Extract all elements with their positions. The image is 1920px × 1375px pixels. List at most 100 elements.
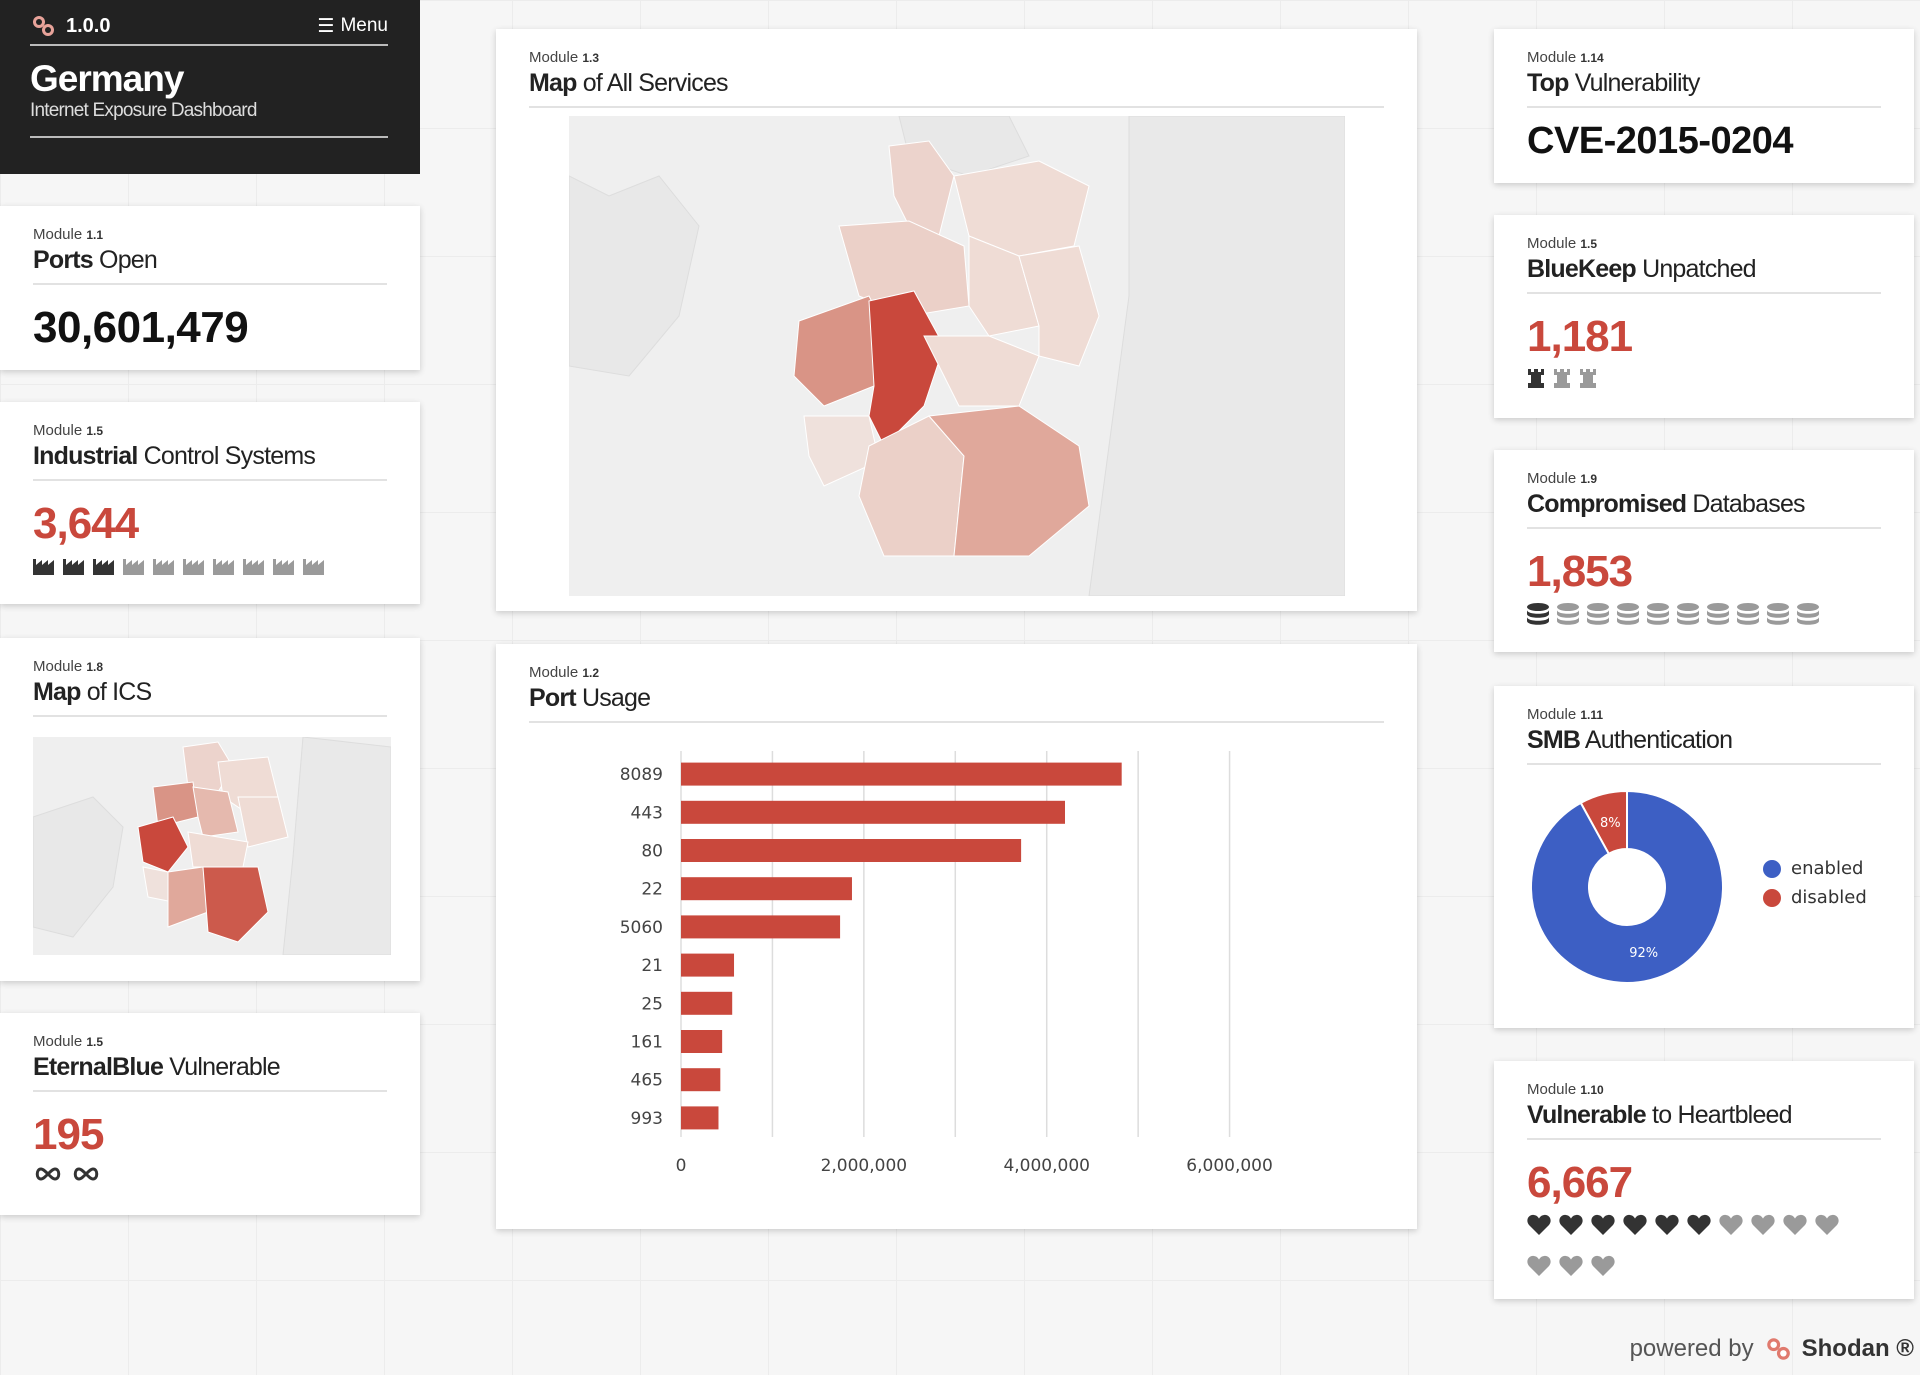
module-number: Module 1.5 [1527, 235, 1598, 252]
infinity-icon [71, 1166, 101, 1187]
heart-icon [1559, 1255, 1583, 1282]
menu-button[interactable]: ☰ Menu [317, 15, 388, 38]
database-icon [1737, 603, 1759, 632]
database-icon [1767, 603, 1789, 632]
shodan-logo-icon [1766, 1338, 1790, 1360]
ics-value: 3,644 [33, 499, 139, 548]
services-map-svg [569, 116, 1345, 596]
bar-port-465[interactable] [681, 1068, 721, 1092]
country-title: Germany [30, 58, 184, 99]
ics-card: Module 1.5 Industrial Control Systems 3,… [0, 402, 420, 604]
factory-icon [183, 555, 205, 580]
factory-icon [93, 555, 115, 580]
databases-icon-row [1527, 603, 1881, 632]
services-map[interactable] [569, 116, 1345, 596]
y-tick-label: 80 [641, 842, 663, 862]
heart-icon [1623, 1214, 1647, 1241]
module-number: Module 1.8 [33, 658, 104, 675]
shodan-logo-icon [33, 16, 54, 36]
factory-icon [153, 555, 175, 580]
slice-enabled[interactable] [1530, 789, 1724, 984]
module-number: Module 1.3 [529, 49, 600, 66]
y-tick-label: 993 [631, 1109, 663, 1129]
module-number: Module 1.11 [1527, 706, 1604, 723]
heart-icon [1655, 1214, 1679, 1241]
bar-port-443[interactable] [681, 800, 1065, 824]
legend-dot [1763, 859, 1781, 878]
bar-port-22[interactable] [681, 877, 852, 901]
top-vuln-value[interactable]: CVE-2015-0204 [1527, 120, 1794, 162]
databases-value: 1,853 [1527, 547, 1633, 596]
factory-icon [63, 555, 85, 580]
bar-port-80[interactable] [681, 839, 1022, 862]
x-tick-label: 4,000,000 [1003, 1156, 1090, 1176]
eternalblue-card: Module 1.5 EternalBlue Vulnerable 195 [0, 1013, 420, 1215]
bar-port-5060[interactable] [681, 915, 841, 939]
factory-icon [243, 555, 265, 580]
heart-icon [1751, 1214, 1775, 1241]
footer: powered by Shodan ® [1630, 1335, 1914, 1363]
y-tick-label: 21 [641, 956, 663, 976]
bar-port-21[interactable] [681, 953, 735, 977]
y-tick-label: 465 [631, 1071, 663, 1091]
legend-item-disabled[interactable]: disabled [1763, 887, 1867, 908]
ports-open-value: 30,601,479 [33, 303, 249, 352]
top-vuln-card: Module 1.14 Top Vulnerability CVE-2015-0… [1494, 29, 1914, 183]
heart-icon [1527, 1255, 1551, 1282]
bar-port-25[interactable] [681, 991, 733, 1015]
y-tick-label: 8089 [620, 765, 663, 785]
heart-icon [1719, 1214, 1743, 1241]
bluekeep-value: 1,181 [1527, 312, 1633, 361]
module-number: Module 1.2 [529, 664, 600, 681]
legend-dot [1763, 888, 1781, 907]
bar-port-8089[interactable] [681, 762, 1122, 786]
ics-icon-row [33, 555, 387, 580]
database-icon [1797, 603, 1819, 632]
module-title: Ports Open [33, 246, 387, 285]
bar-port-161[interactable] [681, 1030, 723, 1053]
eternalblue-icon-row [33, 1166, 387, 1187]
module-number: Module 1.14 [1527, 49, 1604, 66]
factory-icon [303, 555, 325, 580]
menu-label: Menu [340, 15, 388, 36]
eternalblue-value: 195 [33, 1110, 104, 1159]
module-title: Industrial Control Systems [33, 442, 387, 481]
bar-port-993[interactable] [681, 1106, 719, 1130]
dashboard-header: 1.0.0 ☰ Menu Germany Internet Exposure D… [0, 0, 420, 174]
ports-open-card: Module 1.1 Ports Open 30,601,479 [0, 206, 420, 370]
heartbleed-value: 6,667 [1527, 1158, 1633, 1207]
database-icon [1677, 603, 1699, 632]
y-tick-label: 443 [631, 803, 663, 823]
dashboard-subtitle: Internet Exposure Dashboard [30, 100, 388, 138]
y-tick-label: 161 [631, 1033, 663, 1053]
module-number: Module 1.10 [1527, 1081, 1604, 1098]
port-usage-chart: 8089 443 80 22 5060 21 25 161 465 993 0 2,000,000 4,… [620, 751, 1273, 1176]
module-title: Map of All Services [529, 69, 1384, 108]
bluekeep-icon-row [1527, 368, 1881, 393]
module-title: EternalBlue Vulnerable [33, 1053, 387, 1092]
module-title: BlueKeep Unpatched [1527, 255, 1881, 294]
slice-label: 8% [1600, 816, 1621, 831]
y-tick-label: 5060 [620, 918, 663, 938]
shodan-brand[interactable]: Shodan ® [1801, 1335, 1914, 1362]
rook-icon [1527, 368, 1545, 393]
ics-map-svg [33, 737, 391, 955]
database-icon [1527, 603, 1549, 632]
module-number: Module 1.1 [33, 226, 104, 243]
module-title: SMB Authentication [1527, 726, 1881, 765]
module-number: Module 1.9 [1527, 470, 1598, 487]
module-title: Top Vulnerability [1527, 69, 1881, 108]
legend-item-enabled[interactable]: enabled [1763, 858, 1867, 879]
bluekeep-card: Module 1.5 BlueKeep Unpatched 1,181 [1494, 215, 1914, 418]
ics-map[interactable] [33, 737, 391, 955]
heart-icon [1591, 1214, 1615, 1241]
module-number: Module 1.5 [33, 422, 104, 439]
factory-icon [213, 555, 235, 580]
module-title: Port Usage [529, 684, 1384, 723]
y-tick-label: 22 [641, 880, 663, 900]
x-tick-label: 6,000,000 [1186, 1156, 1273, 1176]
factory-icon [33, 555, 55, 580]
module-number: Module 1.5 [33, 1033, 104, 1050]
heart-icon [1591, 1255, 1615, 1282]
heartbleed-card: Module 1.10 Vulnerable to Heartbleed 6,6… [1494, 1061, 1914, 1299]
